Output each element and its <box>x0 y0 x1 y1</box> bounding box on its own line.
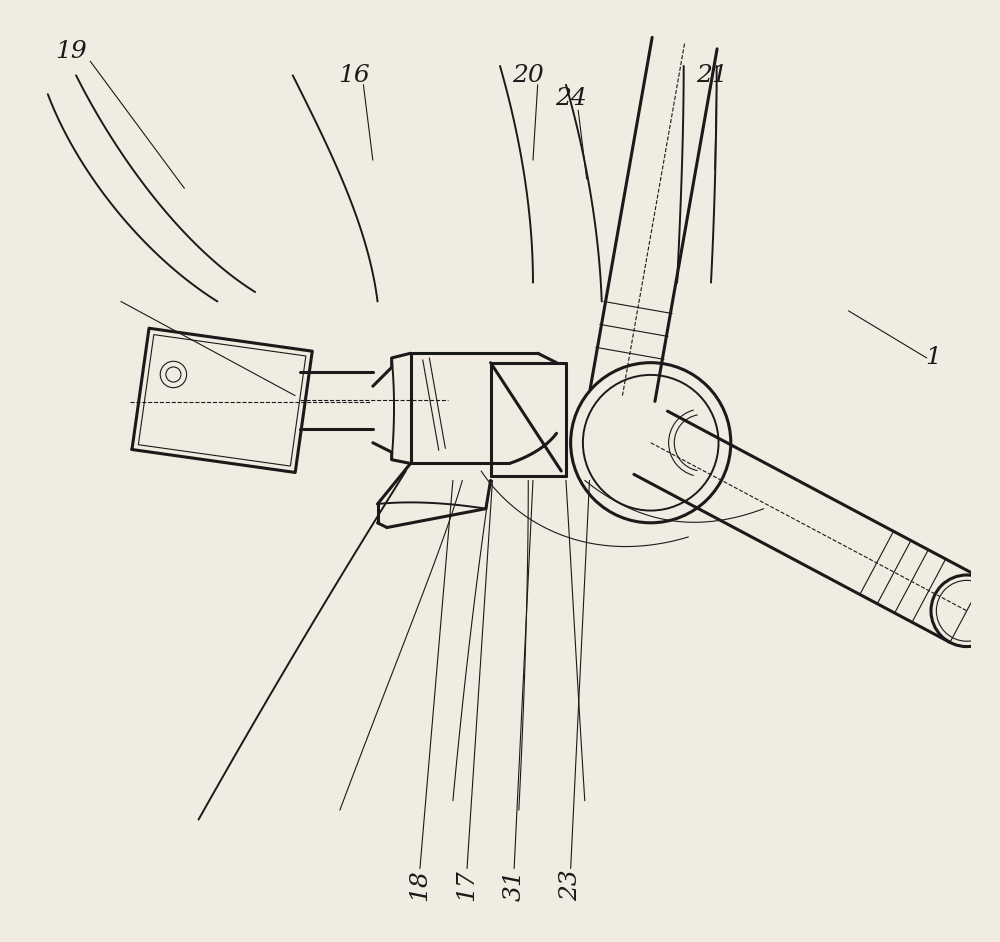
Text: 18: 18 <box>408 869 431 901</box>
Text: 20: 20 <box>512 64 544 87</box>
Text: 21: 21 <box>696 64 728 87</box>
Text: 1: 1 <box>925 347 941 369</box>
Text: 24: 24 <box>555 88 587 110</box>
Text: 19: 19 <box>56 41 87 63</box>
Text: 17: 17 <box>456 869 479 901</box>
Text: 16: 16 <box>338 64 370 87</box>
Text: 23: 23 <box>559 869 582 901</box>
Text: 31: 31 <box>503 869 526 901</box>
